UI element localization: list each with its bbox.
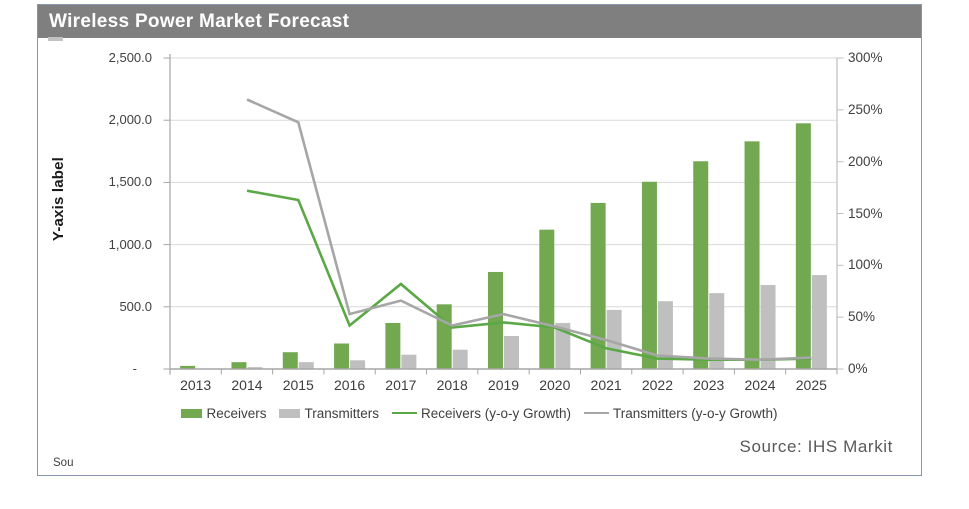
left-axis-tick-label: 1,000.0 [108,236,152,252]
bar-receivers-2015 [282,352,298,369]
bar-transmitters-2019 [504,336,519,369]
x-axis-label-2022: 2022 [641,377,673,393]
x-axis-label-2019: 2019 [487,377,520,393]
partial-source-text: Sou [53,457,74,469]
left-axis-tick-label: 2,000.0 [108,112,152,128]
x-axis-label-2024: 2024 [744,377,776,393]
x-axis-label-2016: 2016 [333,377,366,393]
bar-receivers-2017 [385,322,401,369]
right-axis-tick-label: 150% [848,205,883,221]
bar-transmitters-2025 [811,275,827,369]
bar-receivers-2025 [795,123,811,369]
left-axis-tick-label: 500.0 [119,298,152,314]
legend-label-transmitters: Transmitters [304,405,379,421]
x-axis-label-2015: 2015 [282,377,314,393]
right-axis-tick-label: 100% [848,257,883,273]
bar-transmitters-2022 [657,301,673,369]
legend-item-transmitters-y-o-y-growth: Transmitters (y-o-y Growth) [584,406,778,421]
bar-transmitters-2014 [247,367,263,369]
bar-receivers-2013 [180,365,196,369]
bar-receivers-2016 [334,343,350,369]
bar-receivers-2022 [641,181,657,369]
x-axis-label-2018: 2018 [436,377,468,393]
left-axis-tick-label: 2,500.0 [108,50,152,65]
right-axis-tick-label: 0% [848,361,868,376]
bar-receivers-2023 [693,161,709,369]
chart-title-bar: Wireless Power Market Forecast [38,5,921,38]
legend-item-transmitters: Transmitters [279,406,379,421]
right-axis-tick-label: 50% [848,309,876,325]
x-axis-label-2023: 2023 [693,377,725,393]
bar-receivers-2021 [590,202,606,369]
chart-frame: Wireless Power Market Forecast [37,4,922,476]
right-axis-tick-label: 200% [848,153,883,169]
right-axis-tick-label: 250% [848,101,883,117]
bar-receivers-2024 [744,141,760,369]
right-axis-tick-label: 300% [848,50,883,65]
bar-receivers-2020 [539,229,555,369]
bar-transmitters-2020 [555,322,571,369]
legend: Receivers Transmitters Receivers (y-o-y Gr… [37,403,922,423]
chart-title: Wireless Power Market Forecast [49,11,350,32]
x-axis-label-2013: 2013 [180,377,212,393]
bar-receivers-2019 [488,271,503,369]
legend-item-receivers-y-o-y-growth: Receivers (y-o-y Growth) [392,406,571,421]
bar-transmitters-2021 [606,309,622,369]
legend-swatch-transmitters-y-o-y-growth [584,411,610,415]
bar-receivers-2018 [436,304,452,369]
x-axis-label-2020: 2020 [539,377,571,393]
legend-swatch-transmitters [279,408,301,418]
bar-transmitters-2016 [350,360,366,369]
legend-swatch-receivers-y-o-y-growth [392,411,417,415]
bar-transmitters-2017 [401,354,417,369]
legend-swatch-receivers [181,408,203,418]
bar-transmitters-2015 [298,362,314,369]
left-axis-tick-label: 1,500.0 [108,174,152,190]
source-label: Source: IHS Markit [739,437,893,456]
title-bar-notch [48,37,63,41]
legend-item-receivers: Receivers [181,406,266,421]
legend-label-receivers: Receivers [206,405,267,421]
bar-receivers-2014 [231,362,247,369]
bar-transmitters-2018 [452,349,468,369]
x-axis-label-2014: 2014 [231,377,263,393]
x-axis-label-2025: 2025 [795,377,827,393]
x-axis-label-2017: 2017 [385,377,417,393]
legend-label-receivers-y-o-y-growth: Receivers (y-o-y Growth) [421,405,572,421]
left-axis-tick-label: - [132,361,137,376]
x-axis-label-2021: 2021 [590,377,622,393]
growth-line-receivers-y-o-y-growth [246,189,812,362]
bar-transmitters-2024 [760,285,776,369]
growth-line-transmitters-y-o-y-growth [246,98,812,362]
legend-label-transmitters-y-o-y-growth: Transmitters (y-o-y Growth) [613,405,778,421]
bar-transmitters-2023 [709,293,725,369]
